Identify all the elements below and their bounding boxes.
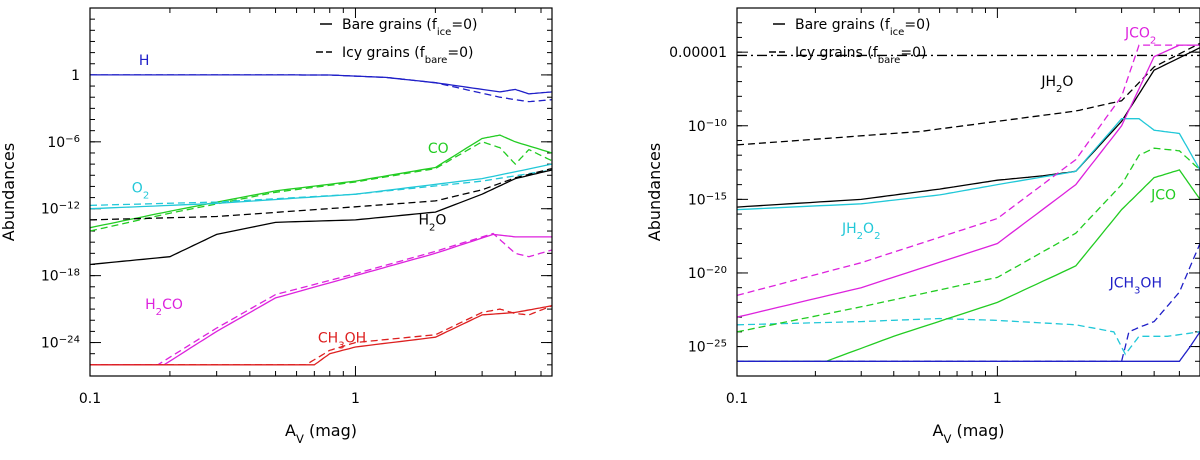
left-x-tick-label: 1 bbox=[351, 391, 360, 407]
left-series-h-solid bbox=[90, 74, 552, 95]
right-legend-entry: Icy grains (fbare=0) bbox=[795, 45, 927, 66]
right-x-tick-label: 1 bbox=[993, 391, 1002, 407]
left-y-axis-title: Abundances bbox=[0, 143, 18, 241]
right-y-tick-label: 0.00001 bbox=[669, 45, 727, 61]
left-series-co-solid bbox=[90, 134, 552, 229]
right-series-jco-dashed bbox=[737, 147, 1200, 333]
right-chart-panel: 0.00001 10−10 10−15 10−20 10−25 0.1 1 JCO2 JH2O J… bbox=[645, 7, 1200, 446]
right-x-tick-label: 0.1 bbox=[726, 391, 748, 407]
right-y-tick-label: 10−15 bbox=[688, 191, 727, 209]
left-series-h2co-dashed bbox=[90, 232, 552, 366]
left-series-h-dashed bbox=[90, 74, 552, 103]
right-label-jh2o2: JH2O2 bbox=[841, 221, 881, 242]
right-series-jh2o-dashed bbox=[737, 42, 1200, 146]
right-y-axis-title: Abundances bbox=[645, 143, 664, 241]
right-y-tick-label: 10−20 bbox=[688, 264, 727, 282]
left-series-h2o-solid bbox=[90, 169, 552, 266]
right-y-tick-label: 10−25 bbox=[688, 338, 727, 356]
right-series-jco2-solid bbox=[737, 44, 1200, 318]
right-series-jco2-dashed bbox=[737, 44, 1200, 297]
left-x-axis-title: AV (mag) bbox=[285, 421, 357, 446]
left-y-tick-label: 10−18 bbox=[41, 267, 80, 285]
right-series-jch3oh-dashed bbox=[737, 243, 1200, 362]
right-label-jco2: JCO2 bbox=[1124, 25, 1156, 46]
left-label-h2co: H2CO bbox=[145, 297, 183, 318]
right-y-tick-label: 10−10 bbox=[688, 117, 727, 135]
left-label-ch3oh: CH3OH bbox=[318, 331, 366, 352]
left-y-tick-label: 1 bbox=[71, 68, 80, 84]
left-x-tick-label: 0.1 bbox=[79, 391, 101, 407]
left-label-h2o: H2O bbox=[418, 212, 446, 233]
right-series-jco-solid bbox=[737, 169, 1200, 362]
left-chart-panel: 1 10−6 10−12 10−18 10−24 0.1 1 H CO O2 H2O H2CO CH3O… bbox=[0, 7, 553, 446]
left-y-tick-label: 10−24 bbox=[41, 334, 80, 352]
right-legend-entry: Bare grains (fice=0) bbox=[795, 17, 930, 38]
right-x-axis-title: AV (mag) bbox=[933, 421, 1005, 446]
left-label-co: CO bbox=[428, 141, 449, 157]
left-series-ch3oh-solid bbox=[90, 305, 552, 366]
right-series-jh2o2-solid bbox=[737, 118, 1200, 211]
left-y-tick-label: 10−6 bbox=[47, 133, 80, 151]
right-label-jco: JCO bbox=[1150, 187, 1176, 203]
left-y-tick-label: 10−12 bbox=[41, 200, 80, 218]
right-series-jh2o-solid bbox=[737, 47, 1200, 208]
right-plot-frame bbox=[736, 7, 1200, 377]
left-label-h: H bbox=[139, 53, 150, 69]
left-legend-entry: Icy grains (fbare=0) bbox=[342, 45, 474, 66]
left-series-o2-dashed bbox=[90, 169, 552, 207]
left-series-h2o-dashed bbox=[90, 167, 552, 221]
left-series-ch3oh-dashed bbox=[90, 305, 552, 366]
left-series-h2co-solid bbox=[90, 233, 552, 366]
left-legend-entry: Bare grains (fice=0) bbox=[342, 17, 477, 38]
left-plot-frame bbox=[89, 7, 553, 377]
right-series-jh2o2-dashed bbox=[737, 317, 1200, 356]
right-label-jch3oh: JCH3OH bbox=[1109, 276, 1162, 297]
left-label-o2: O2 bbox=[132, 180, 149, 201]
right-label-jh2o: JH2O bbox=[1040, 74, 1073, 95]
